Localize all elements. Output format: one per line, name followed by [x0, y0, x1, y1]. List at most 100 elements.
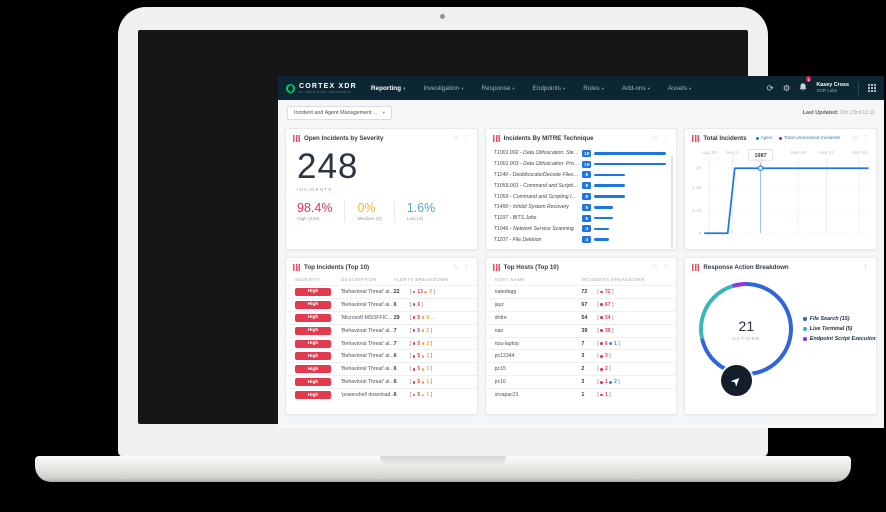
- breakdown: [54]: [597, 314, 614, 321]
- breakdown: [3]: [597, 353, 611, 360]
- mitre-row[interactable]: T1490 - Inhibit System Recovery 5: [494, 202, 667, 213]
- kebab-menu-icon[interactable]: ⋮: [462, 135, 470, 142]
- drag-handle-icon[interactable]: [293, 134, 300, 142]
- kebab-menu-icon[interactable]: ⋮: [462, 264, 470, 271]
- favorite-star-icon[interactable]: ☆: [652, 264, 659, 271]
- apps-grid-icon[interactable]: [868, 84, 876, 92]
- nav-item-reporting[interactable]: Reporting ▾: [370, 84, 406, 92]
- severity-badge: High: [295, 352, 331, 361]
- breakdown: [5 1]: [409, 379, 433, 386]
- favorite-star-icon[interactable]: ☆: [452, 135, 459, 142]
- mitre-row[interactable]: T1059.001 - Command and Scripting Int...…: [494, 180, 667, 191]
- breakdown: [1]: [597, 392, 611, 399]
- mitre-row[interactable]: T1059 - Command and Scripting Interpr...…: [494, 191, 667, 202]
- severity-stats: 98.4% High (244) 0% Medium (0) 1.6% Low (4): [297, 201, 466, 222]
- card-title: Response Action Breakdown: [703, 263, 789, 271]
- table-row[interactable]: High 'Microsoft MSOFFIC... 29[5 8...: [286, 310, 477, 324]
- table-row[interactable]: High 'Behavioral Threat' al... 6[5 1]: [286, 375, 477, 388]
- breakdown: [6 1]: [597, 340, 620, 347]
- nav-item-investigation[interactable]: Investigation ▾: [423, 84, 464, 92]
- svg-text:Sep 16: Sep 16: [791, 150, 807, 156]
- breakdown: [5 1]: [409, 392, 433, 399]
- laptop-screen: CORTEX XDR BY PALO ALTO NETWORKS Reporti…: [138, 30, 884, 428]
- legend-item[interactable]: File Search (15): [803, 316, 876, 322]
- drag-handle-icon[interactable]: [293, 263, 300, 271]
- kebab-menu-icon[interactable]: ⋮: [862, 135, 869, 142]
- nav-item-rules[interactable]: Rules ▾: [583, 84, 604, 92]
- breakdown: [67]: [597, 301, 614, 308]
- table-row[interactable]: High 'Behavioral Threat' al... 6[6]: [286, 297, 477, 311]
- favorite-star-icon[interactable]: ☆: [452, 264, 459, 271]
- table-row[interactable]: pc16 3[1 2]: [485, 375, 677, 388]
- dashboard-selector[interactable]: Incident and Agent Management ... ▾: [287, 106, 392, 120]
- drag-handle-icon[interactable]: [492, 263, 500, 271]
- legend-item[interactable]: Total Unresolved Incidents: [778, 136, 840, 141]
- table-row[interactable]: High 'Behavioral Threat' al... 7[5 2]: [286, 323, 477, 337]
- svg-text:Aug 28: Aug 28: [702, 150, 718, 156]
- table-row[interactable]: pc15 2[2]: [485, 362, 677, 375]
- kebab-menu-icon[interactable]: ⋮: [662, 135, 670, 142]
- widget-grid: Open Incidents by Severity ☆ ⋮ 248 INCID…: [278, 126, 884, 417]
- table-row[interactable]: High 'Behavioral Threat' al... 7[5 2]: [286, 336, 477, 350]
- gear-icon[interactable]: ⚙: [782, 82, 791, 93]
- card-open-incidents-by-severity: Open Incidents by Severity ☆ ⋮ 248 INCID…: [285, 128, 478, 250]
- breakdown: [1 2]: [597, 379, 620, 386]
- table-row[interactable]: srvapac21 1[1]: [485, 388, 677, 401]
- table-row[interactable]: drdre 54[54]: [485, 310, 677, 324]
- severity-stat: 0% Medium (0): [344, 201, 393, 222]
- svg-text:0.7k: 0.7k: [692, 208, 702, 214]
- top-hosts-table: natedagg 72[72] jayz 67[67] drdre 54[54] nas 39…: [485, 285, 677, 401]
- table-row[interactable]: riza-laptop 7[6 1]: [485, 336, 677, 350]
- scrollbar[interactable]: [670, 155, 674, 247]
- mitre-row[interactable]: T1107 - File Deletion 4: [494, 234, 667, 245]
- card-response-action-breakdown: Response Action Breakdown ⋮ 21 ACTIONS: [684, 257, 877, 415]
- legend-item[interactable]: Endpoint Script Execution (1): [803, 336, 876, 342]
- table-row[interactable]: natedagg 72[72]: [485, 285, 677, 298]
- table-row[interactable]: High 'Behavioral Threat' al... 6[5 1]: [286, 362, 477, 375]
- user-menu[interactable]: Kasey Cross XDR Labs: [816, 82, 849, 94]
- drag-handle-icon[interactable]: [492, 134, 500, 142]
- dashboard-selector-value: Incident and Agent Management ...: [294, 110, 378, 116]
- nav-item-add-ons[interactable]: Add-ons ▾: [621, 84, 650, 92]
- drag-handle-icon[interactable]: [692, 263, 700, 271]
- severity-badge: High: [295, 300, 331, 309]
- table-row[interactable]: High 'Behavioral Threat' al... 22[13 9]: [286, 285, 477, 298]
- drag-handle-icon[interactable]: [692, 134, 700, 142]
- kebab-menu-icon[interactable]: ⋮: [862, 264, 869, 271]
- legend-item[interactable]: Live Terminal (5): [803, 326, 876, 332]
- nav-item-response[interactable]: Response ▾: [481, 84, 515, 92]
- favorite-star-icon[interactable]: ☆: [851, 135, 858, 142]
- response-actions-donut-chart[interactable]: 21 ACTIONS: [699, 282, 794, 376]
- table-row[interactable]: High 'Behavioral Threat' al... 6[5 1]: [286, 349, 477, 362]
- bell-glyph: [799, 83, 807, 91]
- breakdown: [5 1]: [409, 366, 433, 373]
- legend-item[interactable]: Aged: [755, 136, 772, 141]
- card-top-hosts: Top Hosts (Top 10) ☆ ⋮ HOST NAME INCIDEN…: [484, 257, 678, 415]
- brand[interactable]: CORTEX XDR BY PALO ALTO NETWORKS: [286, 83, 357, 94]
- severity-badge: High: [295, 287, 331, 296]
- table-row[interactable]: High'powershell download... 6[5 1]: [286, 388, 477, 401]
- breakdown: [5 2]: [409, 327, 433, 334]
- card-top-incidents: Top Incidents (Top 10) ☆ ⋮ SEVERITY DESC…: [285, 257, 478, 415]
- refresh-icon[interactable]: ⟳: [766, 82, 774, 93]
- mitre-row[interactable]: T1140 - Deobfuscate/Decode Files or Inf.…: [494, 170, 667, 181]
- favorite-star-icon[interactable]: ☆: [652, 135, 659, 142]
- table-row[interactable]: nas 39[39]: [485, 323, 677, 337]
- mitre-row[interactable]: T1046 - Network Service Scanning 4: [494, 224, 667, 235]
- mitre-row[interactable]: T1001.002 - Data Obfuscation: Stegano...…: [494, 148, 667, 159]
- table-row[interactable]: pc12344 3[3]: [485, 349, 677, 362]
- nav-item-endpoints[interactable]: Endpoints ▾: [532, 84, 566, 92]
- mitre-row[interactable]: T1001.003 - Data Obfuscation: Protocol..…: [494, 159, 667, 170]
- brand-name: CORTEX XDR: [299, 82, 357, 90]
- table-row[interactable]: jayz 67[67]: [485, 297, 677, 311]
- kebab-menu-icon[interactable]: ⋮: [662, 264, 670, 271]
- scroll-arrow-button[interactable]: ➤: [721, 365, 752, 396]
- donut-legend: File Search (15) Live Terminal (5) Endpoin…: [803, 316, 876, 342]
- breakdown: [72]: [597, 288, 614, 295]
- donut-center-label: ACTIONS: [732, 335, 760, 341]
- notifications-bell-icon[interactable]: 1: [799, 76, 812, 97]
- mitre-row[interactable]: T1197 - BITS Jobs 5: [494, 213, 667, 224]
- severity-badge: High: [295, 339, 331, 348]
- nav-item-assets[interactable]: Assets ▾: [667, 84, 692, 92]
